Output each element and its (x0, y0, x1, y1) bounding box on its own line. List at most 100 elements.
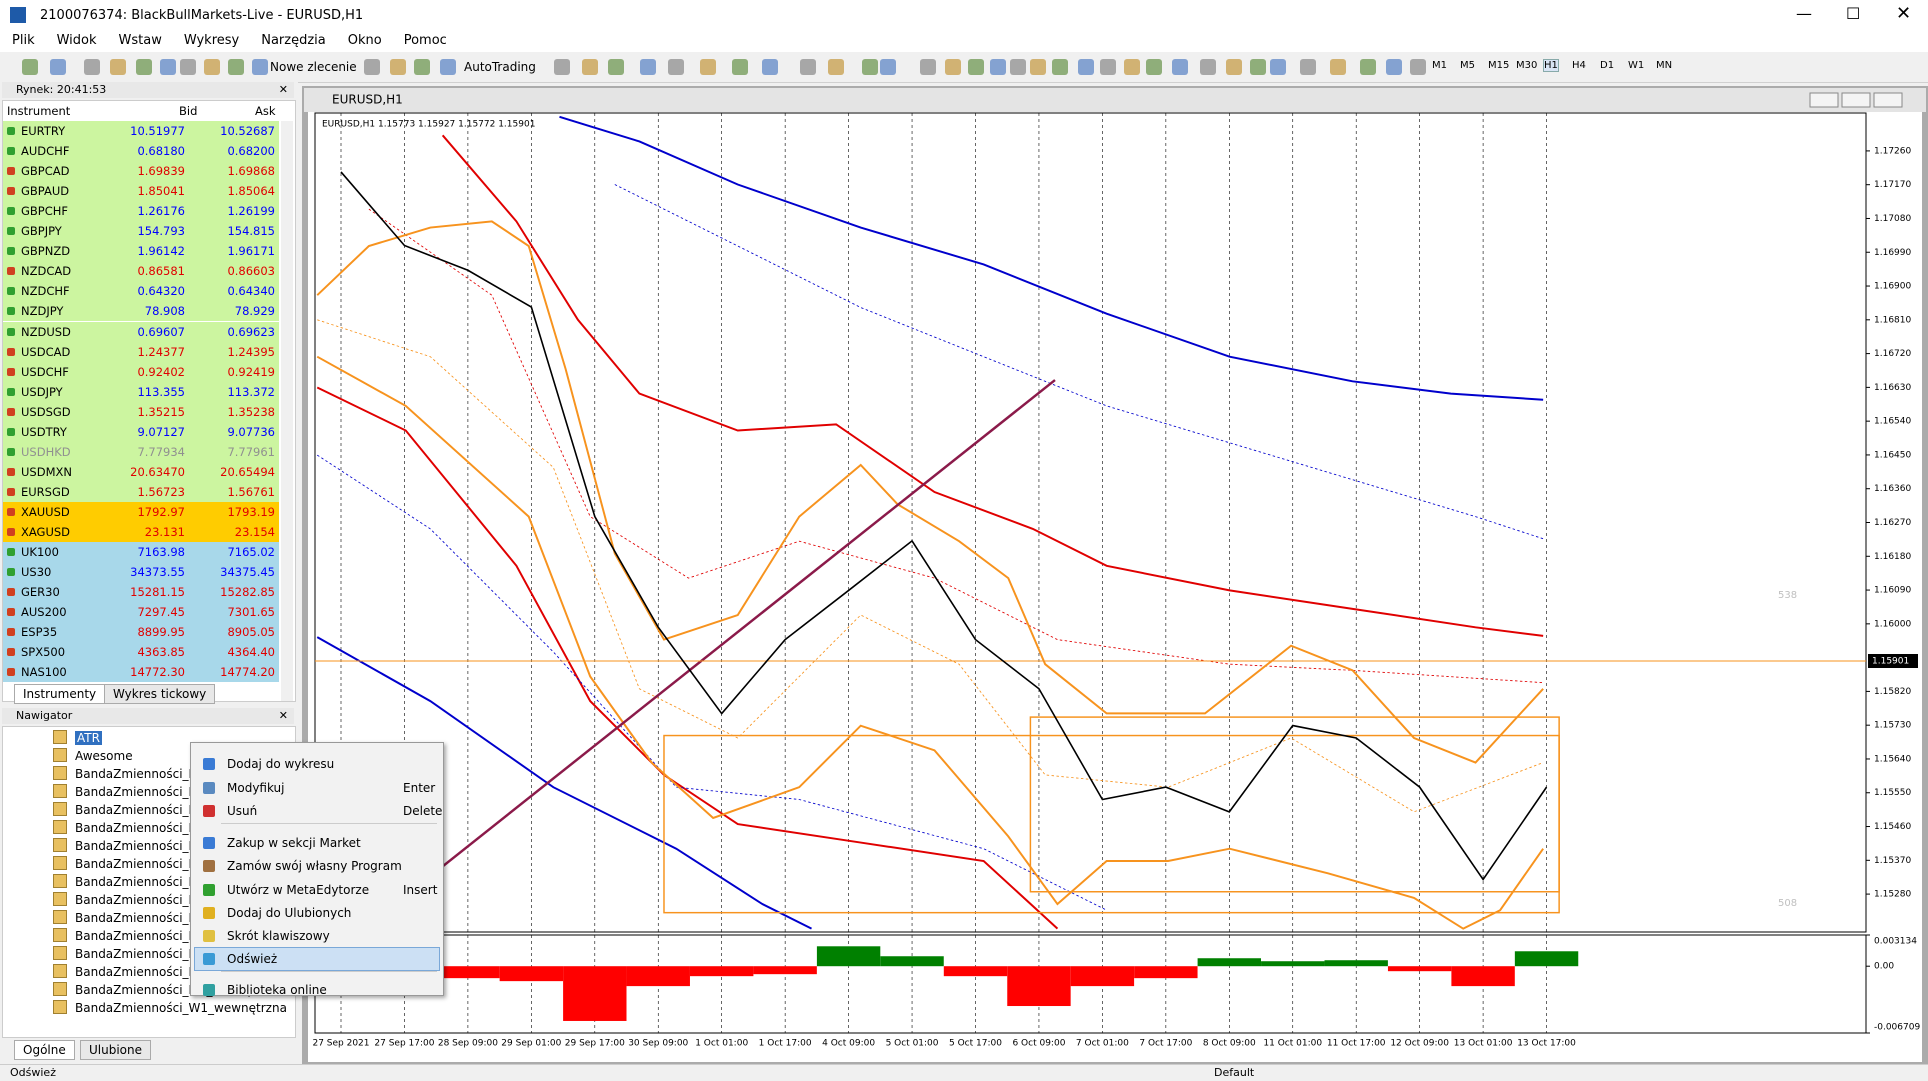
scrollbar[interactable] (281, 121, 293, 701)
toolbar-icon[interactable] (1300, 59, 1316, 75)
toolbar-icon[interactable] (920, 59, 936, 75)
toolbar-icon[interactable] (50, 59, 66, 75)
toolbar-icon[interactable] (440, 59, 456, 75)
menu-item[interactable]: Widok (56, 33, 97, 48)
menu-item[interactable]: Wykresy (183, 33, 240, 48)
toolbar-icon[interactable] (640, 59, 656, 75)
symbol-row[interactable]: NZDCAD 0.86581 0.86603 (3, 261, 279, 283)
toolbar-icon[interactable] (136, 59, 152, 75)
menu-command[interactable]: Biblioteka online (195, 979, 439, 1001)
toolbar-icon[interactable] (1226, 59, 1242, 75)
symbol-row[interactable]: USDCHF 0.92402 0.92419 (3, 361, 279, 383)
menu-command[interactable]: Dodaj do wykresu (195, 753, 439, 775)
toolbar-icon[interactable] (204, 59, 220, 75)
toolbar-icon[interactable] (1250, 59, 1266, 75)
toolbar-icon[interactable] (1010, 59, 1026, 75)
toolbar-icon[interactable] (252, 59, 268, 75)
timeframe-button[interactable]: W1 (1628, 60, 1645, 71)
symbol-row[interactable]: XAUUSD 1792.97 1793.19 (3, 501, 279, 523)
panel-tab[interactable]: Ogólne (14, 1040, 75, 1060)
menu-command[interactable]: Zakup w sekcji Market (195, 832, 439, 854)
toolbar-icon[interactable] (668, 59, 684, 75)
symbol-row[interactable]: EURTRY 10.51977 10.52687 (3, 121, 279, 142)
navigator-item[interactable]: BandaZmienności_W1_wewnętrzna (53, 999, 287, 1017)
timeframe-button[interactable]: H1 (1543, 59, 1559, 72)
symbol-row[interactable]: GBPCHF 1.26176 1.26199 (3, 201, 279, 223)
toolbar-icon[interactable] (390, 59, 406, 75)
toolbar-icon[interactable] (1146, 59, 1162, 75)
timeframe-button[interactable]: M1 (1432, 60, 1447, 71)
panel-tab[interactable]: Instrumenty (14, 684, 106, 704)
menu-item[interactable]: Pomoc (403, 33, 447, 48)
toolbar-icon[interactable] (582, 59, 598, 75)
chart-close[interactable] (1873, 92, 1903, 108)
menu-command[interactable]: Utwórz w MetaEdytorze Insert (195, 879, 439, 901)
timeframe-button[interactable]: M30 (1516, 60, 1538, 71)
timeframe-button[interactable]: H4 (1572, 60, 1586, 71)
symbol-row[interactable]: XAGUSD 23.131 23.154 (3, 522, 279, 543)
symbol-row[interactable]: GBPCAD 1.69839 1.69868 (3, 161, 279, 183)
timeframe-button[interactable]: M15 (1488, 60, 1510, 71)
menu-item[interactable]: Okno (347, 33, 382, 48)
navigator-item[interactable]: ATR (53, 729, 102, 747)
symbol-row[interactable]: NAS100 14772.30 14774.20 (3, 662, 279, 684)
toolbar-icon[interactable] (110, 59, 126, 75)
symbol-row[interactable]: GBPAUD 1.85041 1.85064 (3, 181, 279, 203)
symbol-row[interactable]: NZDCHF 0.64320 0.64340 (3, 281, 279, 303)
toolbar-icon[interactable] (1078, 59, 1094, 75)
toolbar-icon[interactable] (1330, 59, 1346, 75)
toolbar-icon[interactable] (762, 59, 778, 75)
symbol-row[interactable]: GBPNZD 1.96142 1.96171 (3, 241, 279, 263)
symbol-row[interactable]: USDCAD 1.24377 1.24395 (3, 341, 279, 363)
close-panel[interactable]: ✕ (278, 709, 288, 722)
toolbar-icon[interactable] (1360, 59, 1376, 75)
close-panel[interactable]: ✕ (278, 83, 288, 96)
toolbar-icon[interactable] (22, 59, 38, 75)
toolbar-icon[interactable] (554, 59, 570, 75)
timeframe-button[interactable]: D1 (1600, 60, 1615, 71)
toolbar-icon[interactable] (828, 59, 844, 75)
menu-command[interactable]: Dodaj do Ulubionych (195, 902, 439, 924)
close-button[interactable]: ✕ (1896, 3, 1912, 24)
toolbar-icon[interactable] (1200, 59, 1216, 75)
toolbar-icon[interactable] (1270, 59, 1286, 75)
menu-command[interactable]: Odśwież (194, 947, 440, 971)
menu-command[interactable]: Modyfikuj Enter (195, 777, 439, 799)
chart-minimize[interactable] (1809, 92, 1839, 108)
toolbar-icon[interactable] (1052, 59, 1068, 75)
toolbar-icon[interactable] (968, 59, 984, 75)
panel-tab[interactable]: Wykres tickowy (104, 684, 216, 704)
toolbar-icon[interactable] (1100, 59, 1116, 75)
menu-item[interactable]: Plik (12, 33, 35, 48)
toolbar-icon[interactable] (800, 59, 816, 75)
toolbar-icon[interactable] (732, 59, 748, 75)
menu-command[interactable]: Usuń Delete (195, 800, 442, 822)
symbol-row[interactable]: USDMXN 20.63470 20.65494 (3, 461, 279, 483)
toolbar-icon[interactable] (364, 59, 380, 75)
toolbar-icon[interactable] (945, 59, 961, 75)
toolbar-icon[interactable] (990, 59, 1006, 75)
symbol-row[interactable]: ESP35 8899.95 8905.05 (3, 622, 279, 644)
symbol-row[interactable]: USDJPY 113.355 113.372 (3, 381, 279, 403)
toolbar-icon[interactable] (1386, 59, 1402, 75)
symbol-row[interactable]: US30 34373.55 34375.45 (3, 562, 279, 584)
symbol-row[interactable]: UK100 7163.98 7165.02 (3, 542, 279, 564)
toolbar-icon[interactable] (180, 59, 196, 75)
menu-command[interactable]: Skrót klawiszowy (195, 925, 439, 947)
symbol-row[interactable]: GBPJPY 154.793 154.815 (3, 221, 279, 243)
toolbar-icon[interactable] (1030, 59, 1046, 75)
toolbar-icon[interactable] (880, 59, 896, 75)
symbol-row[interactable]: NZDJPY 78.908 78.929 (3, 301, 279, 323)
toolbar-icon[interactable] (700, 59, 716, 75)
toolbar-icon[interactable] (84, 59, 100, 75)
menu-command[interactable]: Zamów swój własny Program (195, 855, 439, 877)
navigator-item[interactable]: Awesome (53, 747, 133, 765)
maximize-button[interactable]: ☐ (1846, 4, 1861, 23)
symbol-row[interactable]: GER30 15281.15 15282.85 (3, 582, 279, 604)
symbol-row[interactable]: USDSGD 1.35215 1.35238 (3, 401, 279, 423)
toolbar-icon[interactable] (414, 59, 430, 75)
symbol-row[interactable]: USDHKD 7.77934 7.77961 (3, 441, 279, 463)
timeframe-button[interactable]: M5 (1460, 60, 1475, 71)
toolbar-icon[interactable] (228, 59, 244, 75)
menu-item[interactable]: Narzędzia (261, 33, 326, 48)
